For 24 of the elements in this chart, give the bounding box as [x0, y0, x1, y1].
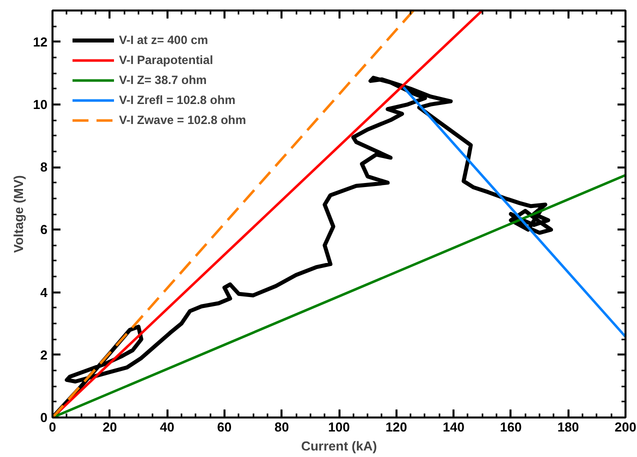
x-tick-label: 20	[102, 420, 118, 434]
x-tick-label: 160	[500, 420, 522, 434]
x-tick-label: 100	[328, 420, 350, 434]
y-tick-label: 12	[33, 34, 48, 50]
y-tick-label: 10	[33, 96, 48, 112]
x-axis-title: Current (kA)	[301, 438, 377, 454]
y-tick-label: 6	[40, 222, 48, 238]
y-tick-label: 0	[40, 410, 48, 425]
y-tick-label: 2	[40, 347, 48, 362]
legend-label: V-I Parapotential	[119, 53, 214, 67]
y-axis-title: Voltage (MV)	[11, 175, 26, 253]
legend-label: V-I Zrefl = 102.8 ohm	[119, 93, 236, 107]
y-tick-label: 4	[40, 284, 48, 300]
legend-label: V-I Zwave = 102.8 ohm	[119, 113, 246, 127]
x-tick-label: 140	[442, 420, 464, 434]
x-tick-label: 200	[614, 420, 636, 434]
x-tick-label: 80	[274, 420, 289, 434]
x-tick-label: 60	[217, 420, 232, 434]
x-tick-label: 40	[160, 420, 174, 434]
x-tick-label: 120	[385, 420, 408, 434]
x-tick-label: 180	[557, 420, 580, 434]
legend-label: V-I at z= 400 cm	[119, 33, 208, 47]
legend-label: V-I Z= 38.7 ohm	[119, 73, 207, 87]
y-tick-label: 8	[40, 160, 48, 175]
